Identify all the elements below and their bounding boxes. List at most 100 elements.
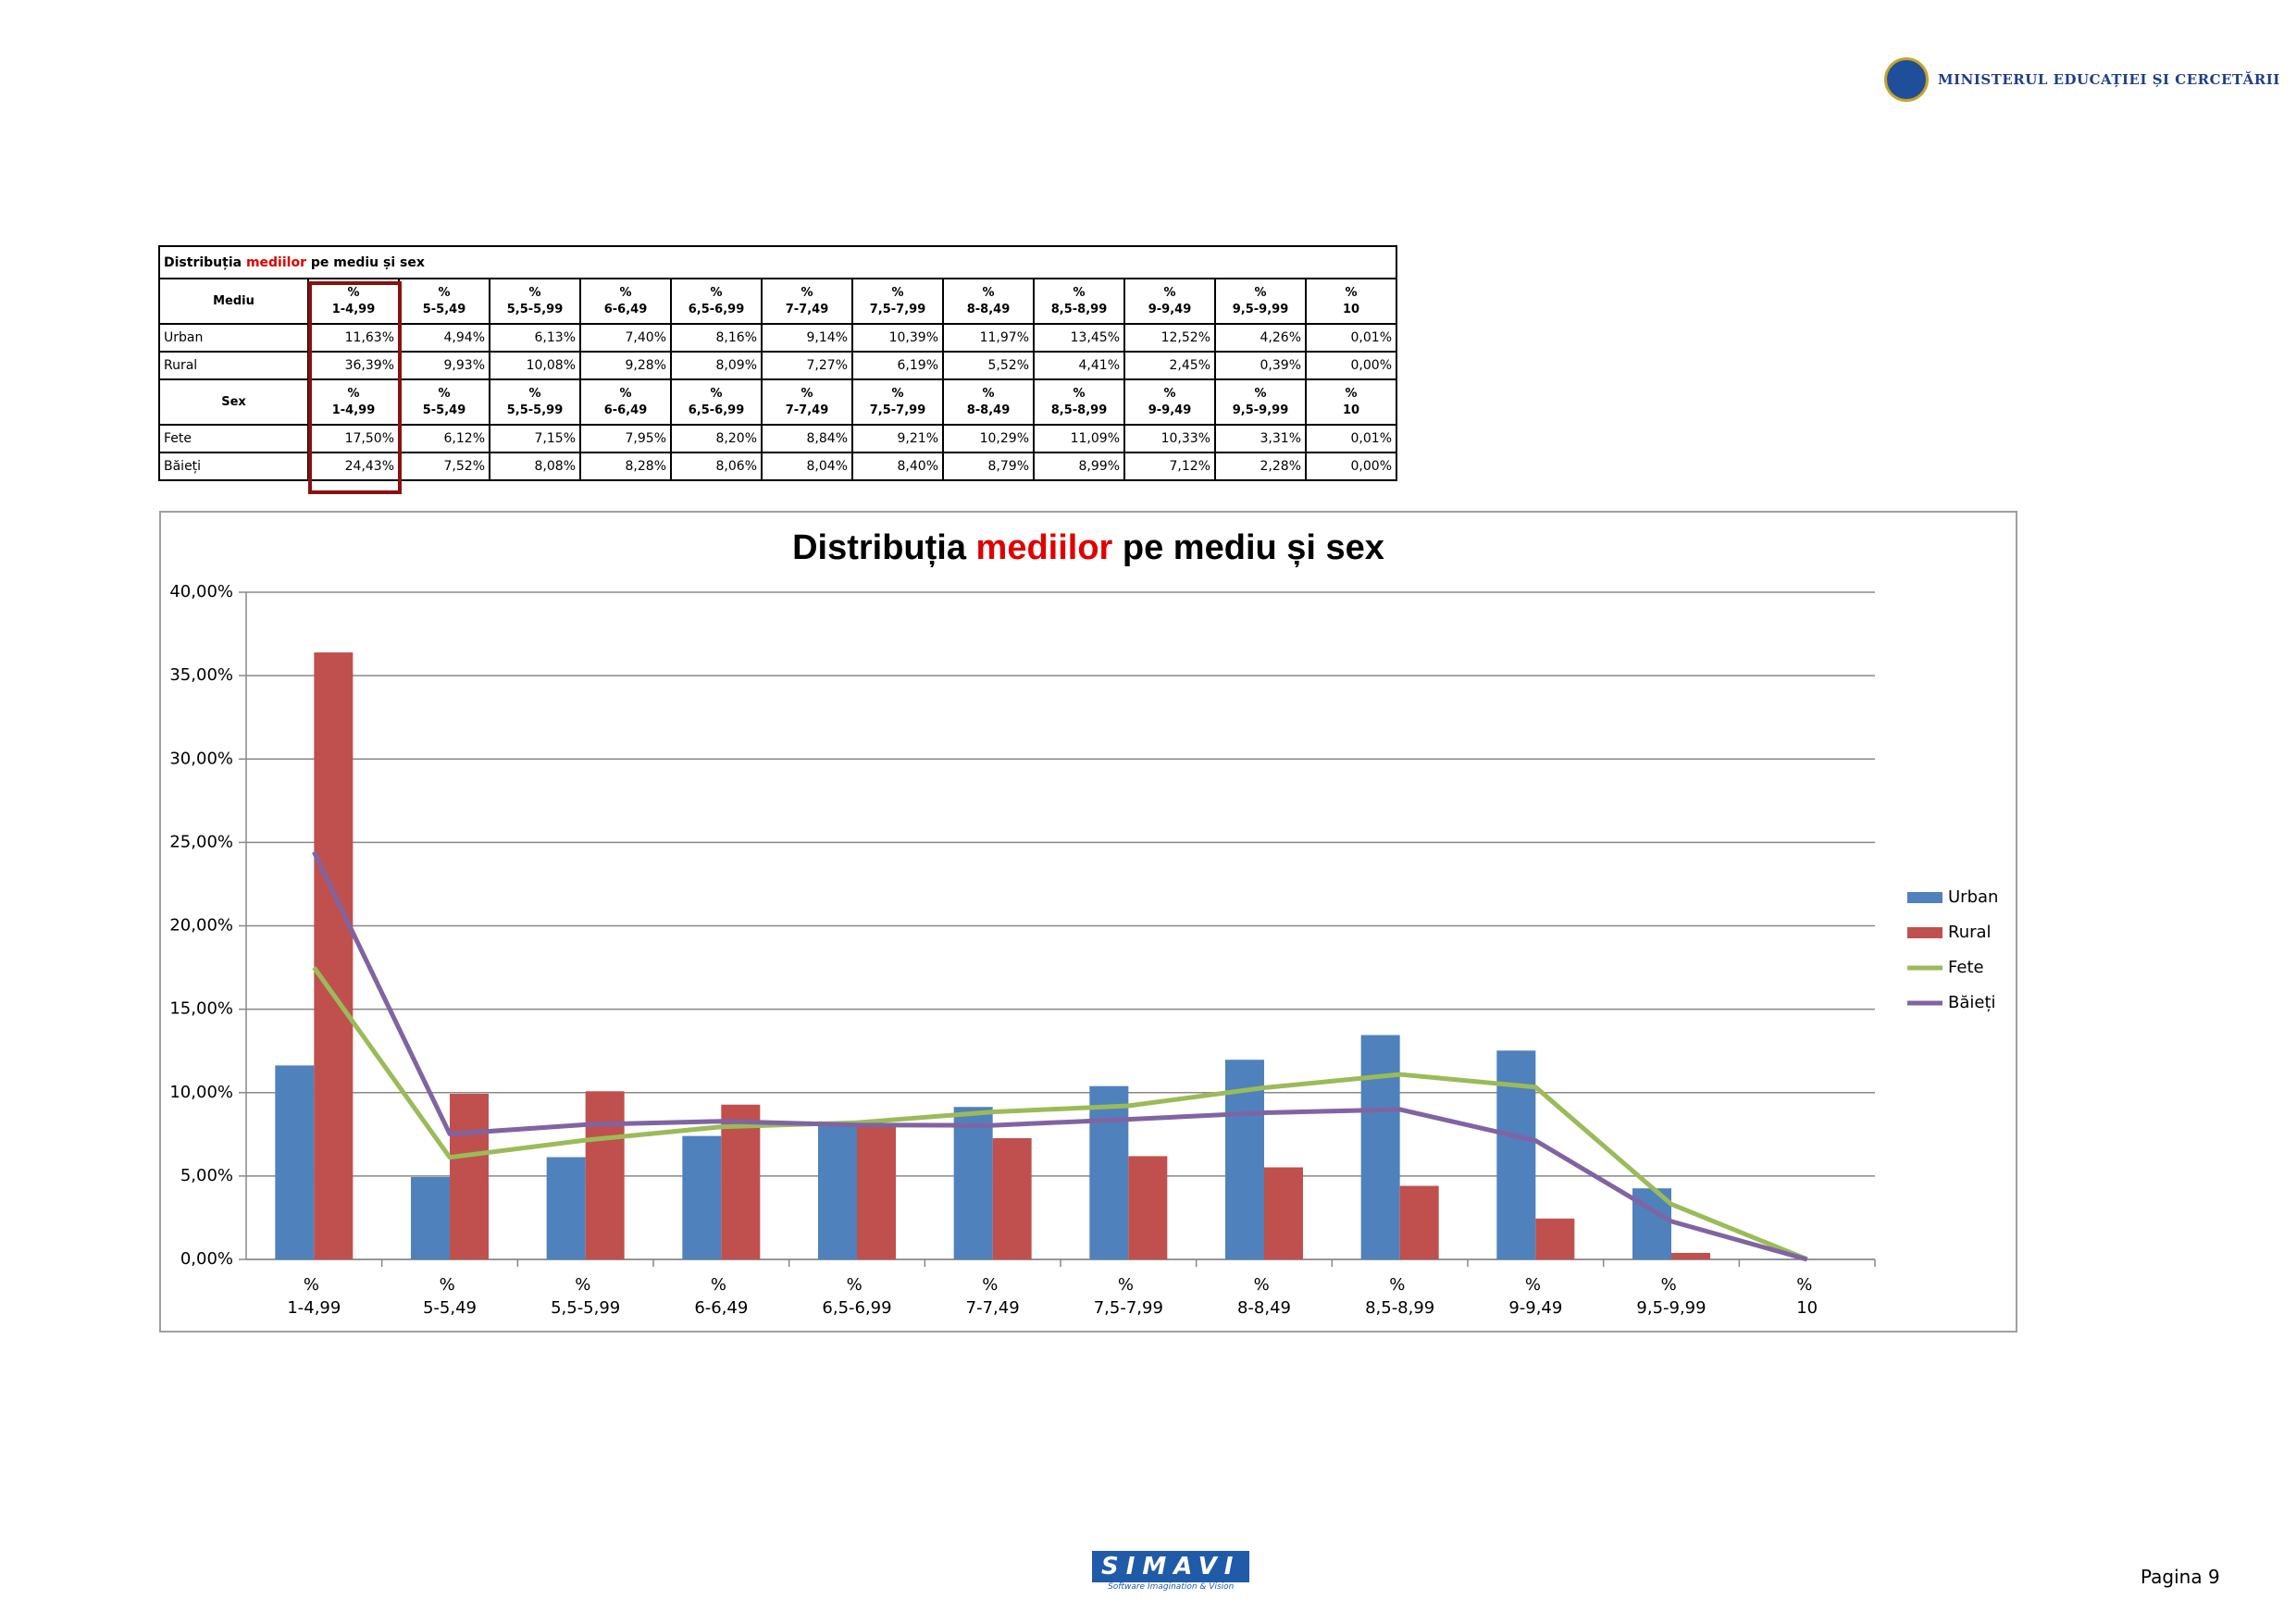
row-label: Rural xyxy=(158,351,309,380)
cell: 8,28% xyxy=(579,452,672,481)
x-tick-label: % 5-5,49 xyxy=(423,1275,477,1318)
cell: 4,94% xyxy=(398,323,490,353)
cell: 0,01% xyxy=(1305,323,1397,353)
x-tick-label: % 7,5-7,99 xyxy=(1094,1275,1163,1318)
cell: 7,95% xyxy=(579,424,672,453)
cell: 10,08% xyxy=(489,351,581,380)
chart: Distribuția mediilor pe mediu și sex 0,0… xyxy=(159,511,2017,1333)
header: MINISTERUL EDUCAȚIEI ȘI CERCETĂRII xyxy=(1884,57,2280,102)
y-tick-label: 20,00% xyxy=(169,916,233,936)
cell: 10,29% xyxy=(942,424,1035,453)
row-label: Fete xyxy=(158,424,309,453)
x-tick-label: % 1-4,99 xyxy=(287,1275,341,1318)
y-tick-label: 35,00% xyxy=(169,665,233,685)
bar xyxy=(682,1135,722,1259)
column-header: % 9-9,49 xyxy=(1123,278,1216,325)
data-row: Urban 11,63% 4,94% 6,13% 7,40% 8,16% 9,14% 10,3… xyxy=(158,323,1397,353)
cell: 8,20% xyxy=(670,424,763,453)
y-tick-label: 40,00% xyxy=(169,582,233,601)
x-tick-label: % 6-6,49 xyxy=(694,1275,748,1318)
bar xyxy=(585,1091,625,1259)
cell: 9,21% xyxy=(851,424,944,453)
bar xyxy=(721,1104,761,1259)
column-header: % 5-5,49 xyxy=(398,378,490,426)
cell: 8,09% xyxy=(670,351,763,380)
chart-title-part: pe mediu și sex xyxy=(1123,528,1384,567)
data-row: Fete 17,50% 6,12% 7,15% 7,95% 8,20% 8,84% 9,21%… xyxy=(158,424,1397,453)
column-header: % 7,5-7,99 xyxy=(851,278,944,325)
column-header: % 8-8,49 xyxy=(942,278,1035,325)
cell: 11,09% xyxy=(1033,424,1125,453)
column-header: % 6-6,49 xyxy=(579,378,672,426)
column-header: % 6-6,49 xyxy=(579,278,672,325)
cell: 2,45% xyxy=(1123,351,1216,380)
bar xyxy=(314,652,354,1259)
cell: 10,39% xyxy=(851,323,944,353)
ministry-seal xyxy=(1884,57,1929,102)
y-tick-label: 15,00% xyxy=(169,999,233,1019)
bar xyxy=(275,1065,315,1259)
cell: 2,28% xyxy=(1214,452,1307,481)
cell: 8,79% xyxy=(942,452,1035,481)
x-tick-label: % 9,5-9,99 xyxy=(1636,1275,1706,1318)
cell: 6,12% xyxy=(398,424,490,453)
cell: 7,15% xyxy=(489,424,581,453)
bar xyxy=(411,1176,450,1259)
row-label: Urban xyxy=(158,323,309,353)
cell: 8,16% xyxy=(670,323,763,353)
cell: 7,12% xyxy=(1123,452,1216,481)
legend-label: Urban xyxy=(1948,887,1998,907)
y-tick-label: 0,00% xyxy=(180,1249,233,1269)
column-header: % 10 xyxy=(1305,278,1397,325)
data-row: Băieți 24,43% 7,52% 8,08% 8,28% 8,06% 8,04% 8,4… xyxy=(158,452,1397,481)
line xyxy=(312,966,1808,1262)
title-row: Distribuția mediilor pe mediu și sex xyxy=(158,245,1397,279)
cell: 36,39% xyxy=(307,351,400,380)
column-header: % 7-7,49 xyxy=(761,378,853,426)
cell: 12,52% xyxy=(1123,323,1216,353)
bar xyxy=(546,1157,586,1259)
table-title-highlight: mediilor xyxy=(245,254,306,270)
cell: 0,00% xyxy=(1305,452,1397,481)
column-header: % 9,5-9,99 xyxy=(1214,278,1307,325)
row-label: Băieți xyxy=(158,452,309,481)
legend-label: Rural xyxy=(1948,923,1992,942)
bar xyxy=(857,1124,896,1259)
cell: 8,08% xyxy=(489,452,581,481)
cell: 8,04% xyxy=(761,452,853,481)
bar xyxy=(953,1107,993,1259)
column-header: % 10 xyxy=(1305,378,1397,426)
cell: 0,39% xyxy=(1214,351,1307,380)
cell: 13,45% xyxy=(1033,323,1125,353)
chart-title-highlight: mediilor xyxy=(976,528,1113,567)
x-tick-label: % 9-9,49 xyxy=(1508,1275,1562,1318)
cell: 11,97% xyxy=(942,323,1035,353)
bar xyxy=(1264,1167,1303,1259)
column-header: % 5-5,49 xyxy=(398,278,490,325)
cell: 9,28% xyxy=(579,351,672,380)
data-row: Rural 36,39% 9,93% 10,08% 9,28% 8,09% 7,27% 6,1… xyxy=(158,351,1397,380)
tagline: Software Imagination & Vision xyxy=(1108,1582,1235,1592)
cell: 17,50% xyxy=(307,424,400,453)
cell: 9,93% xyxy=(398,351,490,380)
cell: 0,00% xyxy=(1305,351,1397,380)
y-tick-label: 5,00% xyxy=(180,1166,233,1185)
bar xyxy=(992,1137,1032,1259)
table-title-part: Distribuția xyxy=(164,254,242,270)
bar xyxy=(1360,1035,1400,1259)
chart-title-part: Distribuția xyxy=(792,528,967,567)
y-tick-label: 25,00% xyxy=(169,832,233,851)
column-header: % 8,5-8,99 xyxy=(1033,378,1125,426)
x-tick-label: % 8-8,49 xyxy=(1237,1275,1291,1318)
legend-label: Băieți xyxy=(1948,993,1996,1012)
x-tick-label: % 7-7,49 xyxy=(966,1275,1020,1318)
legend-label: Fete xyxy=(1948,958,1984,977)
y-tick-label: 10,00% xyxy=(169,1083,233,1102)
data-table: Distribuția mediilor pe mediu și sex Medi… xyxy=(158,245,1397,481)
group-label: Mediu xyxy=(158,278,309,325)
x-tick-label: % 5,5-5,99 xyxy=(551,1275,620,1318)
cell: 6,19% xyxy=(851,351,944,380)
brand: SIMAVI xyxy=(1092,1551,1250,1582)
x-tick-label: % 8,5-8,99 xyxy=(1365,1275,1434,1318)
